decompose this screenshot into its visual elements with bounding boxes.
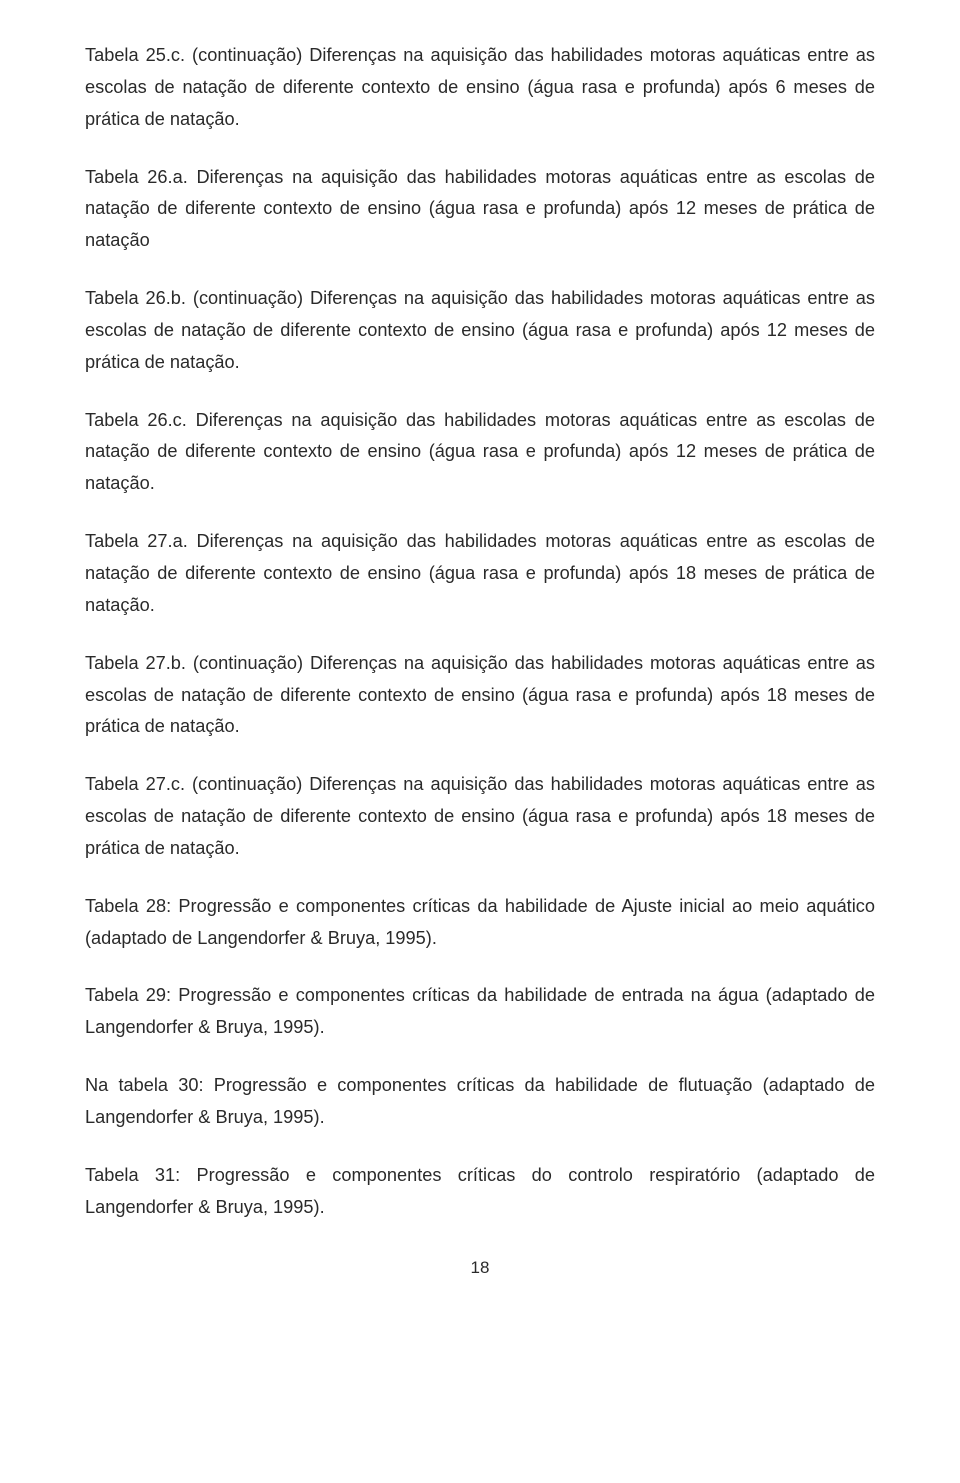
table-entry: Tabela 29: Progressão e componentes crít… xyxy=(85,980,875,1044)
table-entry: Tabela 26.a. Diferenças na aquisição das… xyxy=(85,162,875,258)
table-entry: Tabela 27.a. Diferenças na aquisição das… xyxy=(85,526,875,622)
table-entry: Tabela 28: Progressão e componentes crít… xyxy=(85,891,875,955)
table-entry: Tabela 27.c. (continuação) Diferenças na… xyxy=(85,769,875,865)
table-entry: Tabela 26.b. (continuação) Diferenças na… xyxy=(85,283,875,379)
table-entry: Tabela 31: Progressão e componentes crít… xyxy=(85,1160,875,1224)
page-number: 18 xyxy=(85,1253,875,1283)
table-entry: Tabela 27.b. (continuação) Diferenças na… xyxy=(85,648,875,744)
table-entry: Tabela 26.c. Diferenças na aquisição das… xyxy=(85,405,875,501)
document-body: Tabela 25.c. (continuação) Diferenças na… xyxy=(85,40,875,1223)
table-entry: Na tabela 30: Progressão e componentes c… xyxy=(85,1070,875,1134)
table-entry: Tabela 25.c. (continuação) Diferenças na… xyxy=(85,40,875,136)
